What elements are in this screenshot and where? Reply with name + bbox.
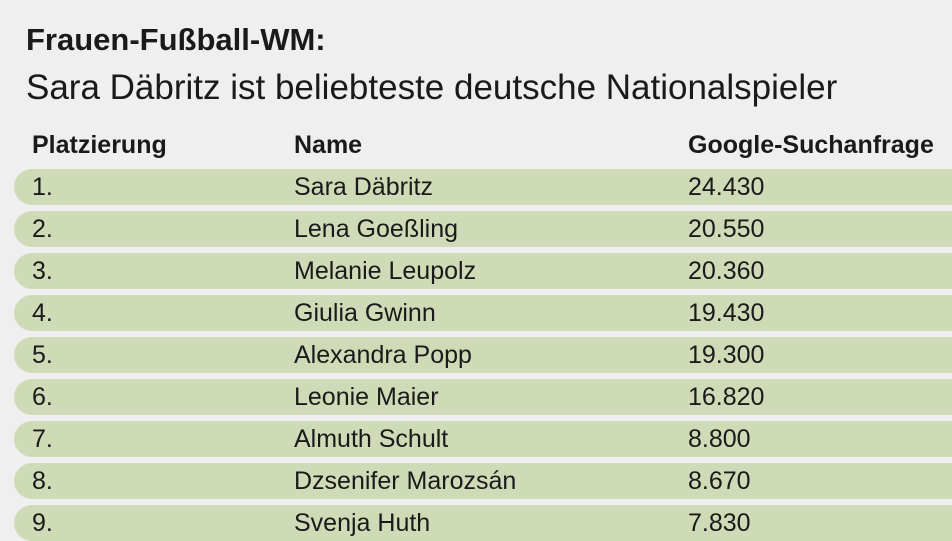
table-cell: Giulia Gwinn: [294, 299, 436, 327]
table-cell: 7.: [32, 425, 53, 453]
row-background: [14, 211, 952, 247]
table-cell: 7.830: [688, 509, 751, 537]
table-cell: Almuth Schult: [294, 425, 449, 453]
column-header: Platzierung: [32, 131, 167, 159]
subtitle: Sara Däbritz ist beliebteste deutsche Na…: [26, 68, 838, 107]
table-cell: 2.: [32, 215, 53, 243]
table-cell: 19.300: [688, 341, 765, 369]
table-cell: Leonie Maier: [294, 383, 439, 411]
column-header: Name: [294, 131, 363, 159]
table-cell: 5.: [32, 341, 53, 369]
table-cell: 6.: [32, 383, 53, 411]
row-background: [14, 337, 952, 373]
table-cell: Sara Däbritz: [294, 173, 433, 201]
table-cell: 1.: [32, 173, 53, 201]
table-cell: 8.670: [688, 467, 751, 495]
row-background: [14, 253, 952, 289]
table-cell: 20.550: [688, 215, 765, 243]
table-cell: Lena Goeßling: [294, 215, 459, 243]
table-cell: Melanie Leupolz: [294, 257, 477, 285]
row-background: [14, 421, 952, 457]
table-cell: 8.: [32, 467, 53, 495]
row-background: [14, 505, 952, 541]
table-cell: Svenja Huth: [294, 509, 431, 537]
title: Frauen-Fußball-WM:: [26, 22, 326, 57]
table-cell: 8.800: [688, 425, 751, 453]
row-background: [14, 295, 952, 331]
table-cell: 9.: [32, 509, 53, 537]
row-background: [14, 379, 952, 415]
table-cell: Alexandra Popp: [294, 341, 472, 369]
table-cell: 16.820: [688, 383, 765, 411]
column-header: Google-Suchanfrage: [688, 131, 934, 159]
row-background: [14, 463, 952, 499]
table-cell: 3.: [32, 257, 53, 285]
table-cell: Dzsenifer Marozsán: [294, 467, 517, 495]
table-cell: 20.360: [688, 257, 765, 285]
table-cell: 4.: [32, 299, 53, 327]
table-cell: 24.430: [688, 173, 765, 201]
row-background: [14, 169, 952, 205]
table-cell: 19.430: [688, 299, 765, 327]
